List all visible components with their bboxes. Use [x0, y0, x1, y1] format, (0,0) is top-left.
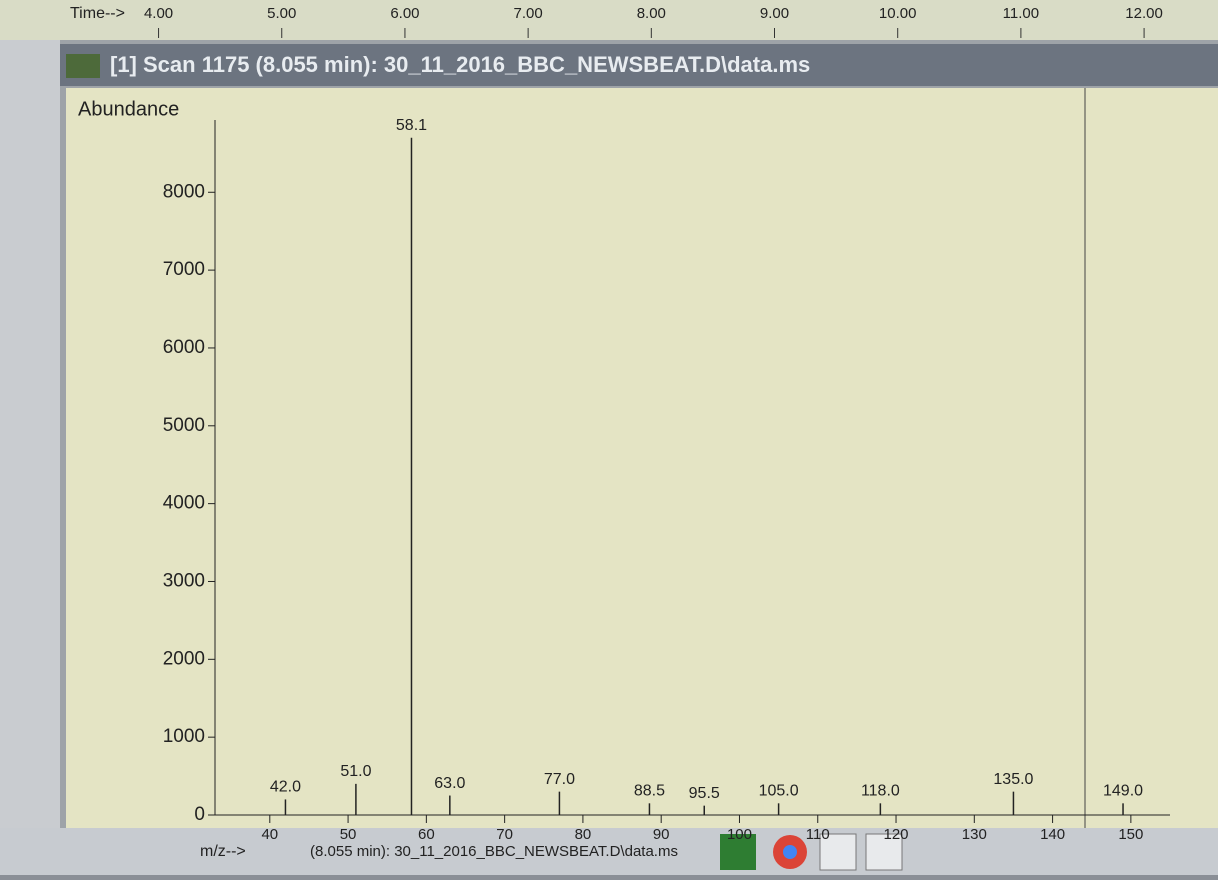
- plot-area: [66, 88, 1218, 828]
- x-tick-label: 90: [653, 826, 670, 843]
- time-tick-label: 12.00: [1125, 5, 1163, 22]
- peak-label: 42.0: [270, 779, 301, 796]
- time-tick-label: 9.00: [760, 5, 789, 22]
- y-tick-label: 2000: [163, 648, 205, 669]
- screen: Time--> [1] Scan 1175 (8.055 min): 30_11…: [0, 0, 1218, 875]
- time-label: Time-->: [70, 5, 125, 22]
- x-tick-label: 40: [261, 826, 278, 843]
- peak-label: 149.0: [1103, 783, 1143, 800]
- x-axis-label: m/z-->: [200, 843, 246, 860]
- peak-label: 58.1: [396, 117, 427, 134]
- y-tick-label: 1000: [163, 726, 205, 747]
- x-tick-label: 60: [418, 826, 435, 843]
- x-tick-label: 80: [575, 826, 592, 843]
- x-tick-label: 50: [340, 826, 357, 843]
- time-tick-label: 10.00: [879, 5, 917, 22]
- y-tick-label: 4000: [163, 493, 205, 514]
- left-panel: [0, 40, 60, 840]
- taskbar-item[interactable]: (8.055 min): 30_11_2016_BBC_NEWSBEAT.D\d…: [310, 843, 678, 860]
- time-tick-label: 4.00: [144, 5, 173, 22]
- peak-label: 135.0: [993, 771, 1033, 788]
- x-tick-label: 70: [496, 826, 513, 843]
- time-tick-label: 11.00: [1003, 5, 1039, 22]
- x-tick-label: 150: [1118, 826, 1143, 843]
- y-tick-label: 7000: [163, 259, 205, 280]
- peak-label: 95.5: [689, 785, 720, 802]
- x-tick-label: 120: [884, 826, 909, 843]
- peak-label: 51.0: [340, 763, 371, 780]
- peak-label: 105.0: [759, 783, 799, 800]
- x-tick-label: 110: [806, 826, 830, 843]
- peak-label: 77.0: [544, 771, 575, 788]
- y-tick-label: 3000: [163, 570, 205, 591]
- time-tick-label: 5.00: [267, 5, 296, 22]
- x-tick-label: 130: [962, 826, 987, 843]
- y-tick-label: 8000: [163, 181, 205, 202]
- time-tick-label: 7.00: [514, 5, 543, 22]
- y-axis-label: Abundance: [78, 98, 179, 120]
- chrome-icon-center: [783, 845, 797, 859]
- window-title: [1] Scan 1175 (8.055 min): 30_11_2016_BB…: [110, 52, 810, 77]
- time-tick-label: 8.00: [637, 5, 666, 22]
- y-tick-label: 6000: [163, 337, 205, 358]
- x-tick-label: 140: [1040, 826, 1065, 843]
- x-tick-label: 100: [727, 826, 752, 843]
- peak-label: 118.0: [861, 783, 900, 800]
- y-tick-label: 5000: [163, 415, 205, 436]
- peak-label: 88.5: [634, 783, 665, 800]
- time-tick-label: 6.00: [390, 5, 419, 22]
- y-tick-label: 0: [194, 804, 205, 825]
- peak-label: 63.0: [434, 775, 465, 792]
- page: Time--> [1] Scan 1175 (8.055 min): 30_11…: [0, 0, 1218, 875]
- window-icon: [66, 54, 100, 78]
